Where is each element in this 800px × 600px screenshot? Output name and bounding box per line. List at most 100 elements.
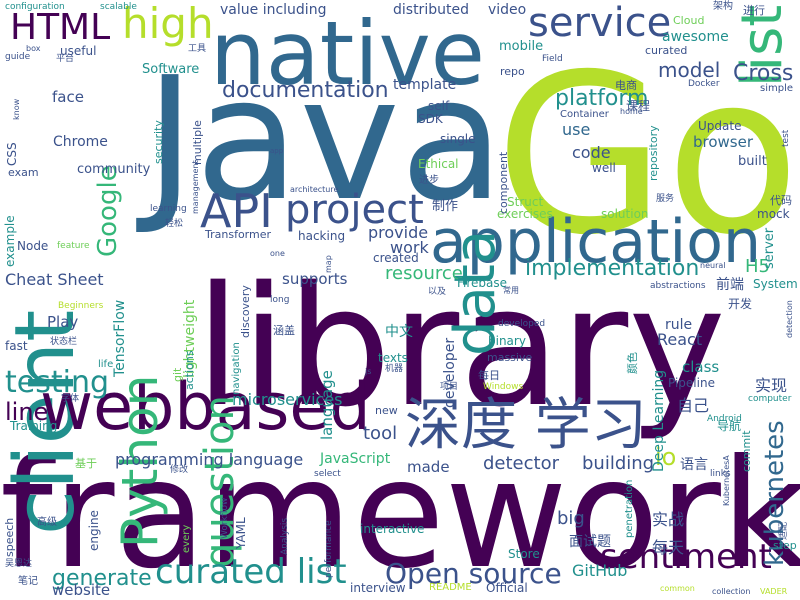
word-cloud: Cloud <box>673 14 705 27</box>
word-official: Official <box>486 581 528 595</box>
word-multiple: multiple <box>191 120 204 165</box>
word-导航: 导航 <box>717 419 742 433</box>
word-api: API <box>200 184 273 238</box>
word-configuration: configuration <box>5 2 65 12</box>
word-中文: 中文 <box>385 324 413 340</box>
word-long: long <box>270 295 290 305</box>
word-library: library <box>195 251 726 443</box>
word-yaml: YAML <box>234 517 248 549</box>
word-resource: resource <box>385 263 463 284</box>
word-example: example <box>3 215 17 267</box>
word-life: life <box>98 359 114 370</box>
word-binary: binary <box>488 334 526 348</box>
word-developer: developer <box>442 337 458 408</box>
word-每天: 每天 <box>652 538 685 557</box>
word-massive: massive <box>487 351 533 364</box>
word-语言: 语言 <box>680 457 708 473</box>
word-community: community <box>77 162 151 177</box>
word-engine: engine <box>87 510 101 551</box>
word-状态栏: 状态栏 <box>50 337 78 347</box>
word-机器: 机器 <box>385 364 404 374</box>
word-hacking: hacking <box>298 229 346 243</box>
word-box: box <box>26 44 41 53</box>
word-simple: simple <box>760 83 794 94</box>
word-架构: 架构 <box>713 1 733 12</box>
word-app: app <box>270 147 284 155</box>
word-feature: feature <box>57 241 90 251</box>
word-webbased: webbased <box>40 370 371 445</box>
word-开发: 开发 <box>728 297 753 311</box>
word-code: code <box>572 143 611 162</box>
word-scalable: scalable <box>100 2 137 12</box>
word-system: System <box>753 277 798 291</box>
word-java: Java <box>145 41 505 239</box>
word-high: high <box>122 0 214 48</box>
word-轻松: 轻松 <box>165 219 184 229</box>
word-mock: mock <box>757 207 790 221</box>
word-react: React <box>657 330 703 349</box>
word-management: management <box>191 160 200 214</box>
word-自己: 自己 <box>677 396 710 415</box>
word-chrome: Chrome <box>53 134 108 150</box>
word-one: one <box>270 249 285 258</box>
word-use: use <box>562 120 591 139</box>
word-every: every <box>181 524 192 553</box>
word-面试题: 面试题 <box>569 534 611 550</box>
word-实战: 实战 <box>652 510 685 529</box>
word-links: links <box>710 469 731 479</box>
word-open-source: Open source <box>385 557 562 590</box>
word-server: server <box>762 227 777 269</box>
word-io: io <box>655 443 677 471</box>
word-以及: 以及 <box>428 287 447 297</box>
word-website: website <box>52 581 111 599</box>
word-component: component <box>497 151 510 214</box>
word-native: native <box>210 2 485 105</box>
word-self: self <box>428 99 450 113</box>
word-基于: 基于 <box>75 457 97 470</box>
word-detection: detection <box>785 300 794 338</box>
word-guide: guide <box>5 52 31 62</box>
word-documentation: documentation <box>222 78 389 103</box>
word-awesome: awesome <box>662 29 729 45</box>
word-new: new <box>375 404 398 417</box>
word-face: face <box>52 88 84 106</box>
word-vader: VADER <box>760 587 788 596</box>
word-workflow: Workflow <box>220 497 230 539</box>
word-firebase: Firebase <box>457 276 508 290</box>
word-project: project <box>285 187 424 233</box>
word-fast: fast <box>5 339 28 353</box>
word-rule: rule <box>665 317 693 333</box>
word-深度-学习: 深度 学习 <box>405 393 647 458</box>
word-每日: 每日 <box>478 369 500 382</box>
word-testing: testing <box>5 365 110 400</box>
word-useful: useful <box>60 44 97 58</box>
word-repository: repository <box>647 125 660 181</box>
word-前端: 前端 <box>716 277 744 293</box>
word-texts: texts <box>378 351 408 365</box>
word-home: home <box>620 107 643 116</box>
word-architecture: architecture <box>290 185 339 194</box>
word-browser: browser <box>693 133 754 151</box>
word-android: Android <box>707 414 742 424</box>
word-tool: tool <box>363 423 398 444</box>
word-实现: 实现 <box>755 376 788 395</box>
word-常用: 常用 <box>503 286 519 295</box>
word-javascript: JavaScript <box>320 451 391 467</box>
word-css: CSS <box>5 142 19 166</box>
word-application: application <box>430 207 761 277</box>
word-interactive: interactive <box>360 522 425 536</box>
word-big: big <box>557 508 585 529</box>
word-html: HTML <box>10 7 111 48</box>
word-solution: solution <box>601 207 649 221</box>
word-readme: README <box>429 582 472 593</box>
word-适配: 适配 <box>779 521 789 540</box>
word-provide: provide <box>368 223 429 242</box>
word-repo: repo <box>500 65 525 78</box>
word-performance: performance <box>324 520 334 578</box>
word-microservices: microservices <box>232 390 343 409</box>
word-电商: 电商 <box>615 79 637 92</box>
word-github: GitHub <box>572 561 628 580</box>
word-line: line <box>5 398 49 426</box>
word-building: building <box>582 453 655 474</box>
